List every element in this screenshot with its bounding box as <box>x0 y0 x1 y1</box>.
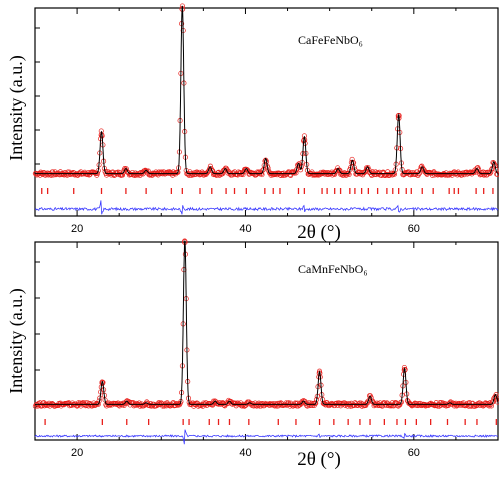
observed-point <box>240 402 246 408</box>
observed-point <box>294 403 300 409</box>
x-axis-label: 2θ (°) <box>297 222 341 243</box>
observed-point <box>207 163 213 169</box>
calculated-line <box>35 240 499 405</box>
observed-point <box>148 171 154 177</box>
observed-point <box>272 403 278 409</box>
observed-series <box>32 238 499 409</box>
observed-point <box>94 401 101 407</box>
calculated-line <box>35 5 499 175</box>
difference-line <box>34 200 499 215</box>
x-tick-label: 60 <box>408 223 420 235</box>
x-tick-label: 20 <box>71 223 83 235</box>
sample-label: CaFeFeNbO₆ <box>298 33 363 47</box>
observed-point <box>215 170 221 176</box>
observed-point <box>495 171 499 177</box>
observed-point <box>313 171 320 177</box>
observed-point <box>403 170 409 176</box>
observed-point <box>454 402 460 408</box>
observed-point <box>401 171 407 177</box>
panel-top: 20 40 60 CaFeFeNbO₆ 2θ (°) Intensity (a.u.) <box>6 3 499 243</box>
observed-point <box>210 172 217 178</box>
x-axis-label: 2θ (°) <box>297 449 341 470</box>
observed-point <box>77 400 83 406</box>
observed-point <box>60 171 67 177</box>
observed-point <box>441 171 448 177</box>
observed-point <box>298 167 304 173</box>
bragg-ticks <box>44 419 497 425</box>
observed-point <box>291 170 297 176</box>
observed-point <box>108 172 114 178</box>
difference-line <box>34 429 499 445</box>
observed-point <box>486 403 492 409</box>
observed-point <box>215 401 221 407</box>
sample-label: CaMnFeNbO₆ <box>298 262 368 276</box>
observed-point <box>123 399 129 405</box>
observed-point <box>343 400 349 407</box>
observed-point <box>173 400 179 407</box>
observed-point <box>99 380 106 386</box>
x-tick-label: 60 <box>408 447 420 459</box>
x-tick-label: 40 <box>239 447 251 459</box>
observed-point <box>313 400 319 406</box>
x-tick-label: 40 <box>239 223 251 235</box>
observed-point <box>240 172 246 178</box>
observed-point <box>351 402 357 409</box>
observed-point <box>389 172 395 178</box>
observed-point <box>131 172 137 178</box>
observed-point <box>364 165 370 172</box>
observed-point <box>292 400 298 406</box>
observed-point <box>401 367 408 373</box>
bragg-ticks <box>41 188 494 194</box>
panel-bottom: 20 40 60 CaMnFeNbO₆ 2θ (°) Intensity (a.u.) <box>6 238 499 470</box>
observed-point <box>239 403 245 409</box>
y-axis-label: Intensity (a.u.) <box>6 55 27 160</box>
plot-frame <box>34 7 499 217</box>
observed-point <box>337 168 343 174</box>
observed-point <box>316 370 323 377</box>
plot-frame <box>34 241 499 441</box>
x-tick-label: 20 <box>71 447 83 459</box>
y-axis-label: Intensity (a.u.) <box>6 288 27 393</box>
